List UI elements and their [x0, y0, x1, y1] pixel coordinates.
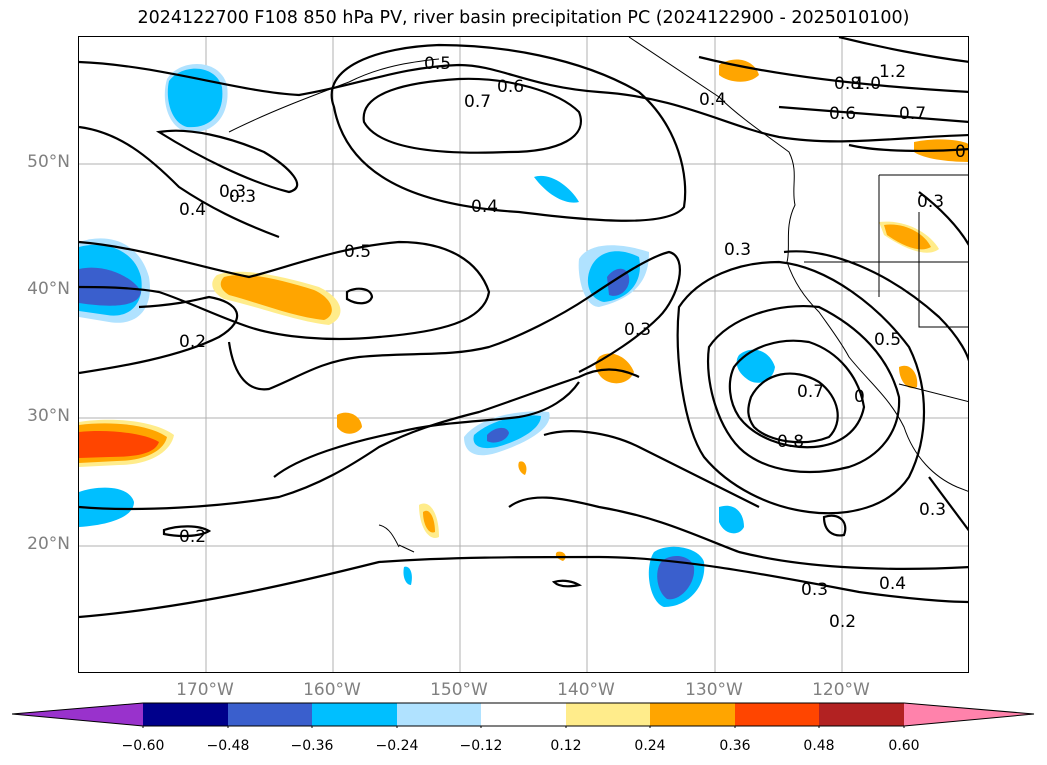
contour-label: 0.3: [917, 192, 944, 212]
colorbar-tick: −0.24: [375, 738, 419, 754]
colorbar-tick: −0.60: [121, 738, 165, 754]
contour-label: 0.2: [829, 612, 856, 632]
lat-label-50n: 50°N: [27, 152, 70, 172]
contour-label: 0.5: [424, 54, 451, 74]
colorbar-tick: 0.24: [634, 738, 666, 754]
colorbar-tick: 0.12: [550, 738, 582, 754]
contour-label: 0.4: [179, 200, 206, 220]
contour-label: 0.7: [899, 104, 926, 124]
contour-label: 1.0: [854, 74, 881, 94]
colorbar-tick: 0.48: [803, 738, 835, 754]
contour-label: 0.7: [797, 382, 824, 402]
colorbar-tick: −0.36: [290, 738, 334, 754]
lat-label-40n: 40°N: [27, 279, 70, 299]
lon-label-150w: 150°W: [430, 680, 488, 700]
lat-label-30n: 30°N: [27, 406, 70, 426]
map-title: 2024122700 F108 850 hPa PV, river basin …: [137, 8, 910, 28]
contour-label: 0: [854, 387, 865, 407]
lon-label-160w: 160°W: [303, 680, 361, 700]
contour-label: 0.3: [229, 187, 256, 207]
contour-label: 0: [955, 142, 966, 162]
contour-label: 0.6: [829, 104, 856, 124]
colorbar-segment: [566, 703, 650, 726]
colorbar-tick: 0.60: [888, 738, 920, 754]
contour-label: 0.8: [777, 432, 804, 452]
contour-label: 0.4: [879, 574, 906, 594]
contour-label: 0.3: [801, 580, 828, 600]
graticule: [79, 37, 968, 672]
contour-label: 0.4: [699, 90, 726, 110]
contour-label: 0.3: [724, 240, 751, 260]
colorbar-segment: [650, 703, 735, 726]
colorbar-tick: 0.36: [719, 738, 751, 754]
lon-label-170w: 170°W: [176, 680, 234, 700]
contour-label: 0.7: [464, 92, 491, 112]
colorbar-extend-low: [12, 703, 143, 726]
pv-contours: [79, 37, 968, 619]
contour-label: 0.5: [344, 242, 371, 262]
colorbar-segment: [228, 703, 312, 726]
contour-label: 0.3: [219, 182, 246, 202]
contour-label: 0.3: [919, 500, 946, 520]
contour-labels: 0.5 0.6 0.7 0.4 0.3 0.4 0.5 0.2 0.4 0.3 …: [179, 54, 966, 632]
contour-label: 0.6: [497, 77, 524, 97]
colorbar-segment: [481, 703, 566, 726]
map-canvas: 0.5 0.6 0.7 0.4 0.3 0.4 0.5 0.2 0.4 0.3 …: [79, 37, 968, 672]
lon-label-140w: 140°W: [557, 680, 615, 700]
lon-label-130w: 130°W: [685, 680, 743, 700]
contour-label: 0.3: [624, 320, 651, 340]
colorbar-segment: [312, 703, 397, 726]
colorbar-segment: [397, 703, 481, 726]
lat-label-20n: 20°N: [27, 534, 70, 554]
colorbar-tick: −0.12: [459, 738, 503, 754]
contour-label: 0.2: [179, 527, 206, 547]
contour-label: 0.4: [471, 197, 498, 217]
contour-label: 0.5: [874, 330, 901, 350]
colorbar-tick: −0.48: [206, 738, 250, 754]
contour-label: 1.2: [879, 62, 906, 82]
colorbar-segment: [143, 703, 228, 726]
colorbar-segment: [735, 703, 819, 726]
contour-label: 0.8: [834, 74, 861, 94]
colorbar-segment: [819, 703, 904, 726]
map-panel: 0.5 0.6 0.7 0.4 0.3 0.4 0.5 0.2 0.4 0.3 …: [78, 36, 969, 673]
colorbar: [12, 702, 1035, 728]
colorbar-extend-high: [904, 703, 1034, 726]
contour-label: 0.2: [179, 332, 206, 352]
lon-label-120w: 120°W: [812, 680, 870, 700]
